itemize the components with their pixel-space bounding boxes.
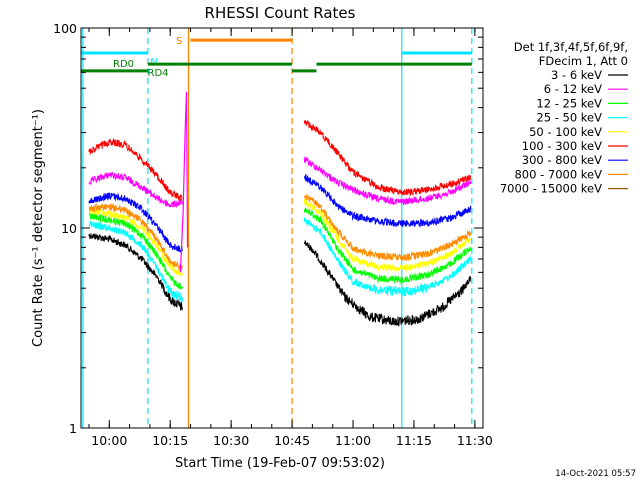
- x-tick-label-1: 10:00: [91, 433, 127, 448]
- series-line-2-segment-2: [303, 156, 472, 206]
- series-line-4-segment-1: [88, 220, 183, 304]
- plot-area: N S RD0 RD4: [81, 28, 473, 428]
- y-axis-label: Count Rate (s⁻¹ detector segment⁻¹): [31, 109, 46, 347]
- footer-timestamp: 14-Oct-2021 05:57: [555, 469, 636, 479]
- series-line-3-segment-2: [303, 207, 472, 285]
- series-line-6-segment-2: [303, 119, 472, 198]
- series-line-6-segment-1: [88, 138, 183, 202]
- x-tick-label-7: 11:30: [457, 433, 493, 448]
- series-line-5-segment-1: [88, 206, 183, 277]
- mode-label-4: RD0: [113, 59, 134, 70]
- x-tick-label-6: 11:15: [396, 433, 432, 448]
- legend-label-8: 800 - 7000 keV: [514, 167, 602, 181]
- x-tick-label-4: 10:45: [274, 433, 310, 448]
- y-tick-label-2: 10: [61, 221, 77, 236]
- legend-header-line1: Det 1f,3f,4f,5f,6f,9f,: [514, 40, 628, 54]
- mode-label-3: S: [176, 36, 182, 47]
- x-tick-label-5: 11:00: [335, 433, 371, 448]
- series-line-7-segment-1: [88, 192, 183, 253]
- legend-label-5: 50 - 100 keV: [529, 125, 602, 139]
- chart-title: RHESSI Count Rates: [205, 4, 356, 22]
- legend-header-line2: FDecim 1, Att 0: [539, 54, 628, 68]
- x-tick-label-2: 10:15: [152, 433, 188, 448]
- legend-label-7: 300 - 800 keV: [522, 153, 602, 167]
- series-line-1-segment-2: [303, 240, 472, 327]
- series-line-4-segment-2: [303, 217, 472, 297]
- x-tick-label-3: 10:30: [213, 433, 249, 448]
- legend-label-6: 100 - 300 keV: [522, 139, 602, 153]
- series-line-8-segment-2: [303, 194, 472, 262]
- y-tick-label-3: 100: [53, 21, 77, 36]
- plot-frame: [80, 27, 484, 429]
- legend: Det 1f,3f,4f,5f,6f,9f, FDecim 1, Att 0 3…: [500, 40, 628, 196]
- series-line-7-segment-2: [303, 174, 472, 229]
- axes: 10:00 10:15 10:30 10:45 11:00 11:15 11:30 1 10 10…: [53, 21, 493, 448]
- legend-label-1: 3 - 6 keV: [551, 68, 602, 82]
- series-line-8-segment-1: [88, 202, 183, 272]
- legend-label-9: 7000 - 15000 keV: [500, 182, 602, 196]
- mode-label-5: RD4: [148, 68, 169, 79]
- series-line-1-segment-1: [88, 233, 183, 311]
- flare-spike-line: [179, 91, 189, 273]
- series-line-3-segment-1: [88, 211, 183, 290]
- x-axis-label: Start Time (19-Feb-07 09:53:02): [175, 456, 385, 471]
- mode-label-1: N: [150, 57, 157, 68]
- legend-label-3: 12 - 25 keV: [536, 96, 602, 110]
- legend-label-2: 6 - 12 keV: [544, 82, 602, 96]
- legend-label-4: 25 - 50 keV: [536, 111, 602, 125]
- y-tick-label-1: 1: [69, 421, 77, 436]
- series-line-5-segment-2: [303, 198, 472, 273]
- series-line-2-segment-1: [88, 171, 183, 209]
